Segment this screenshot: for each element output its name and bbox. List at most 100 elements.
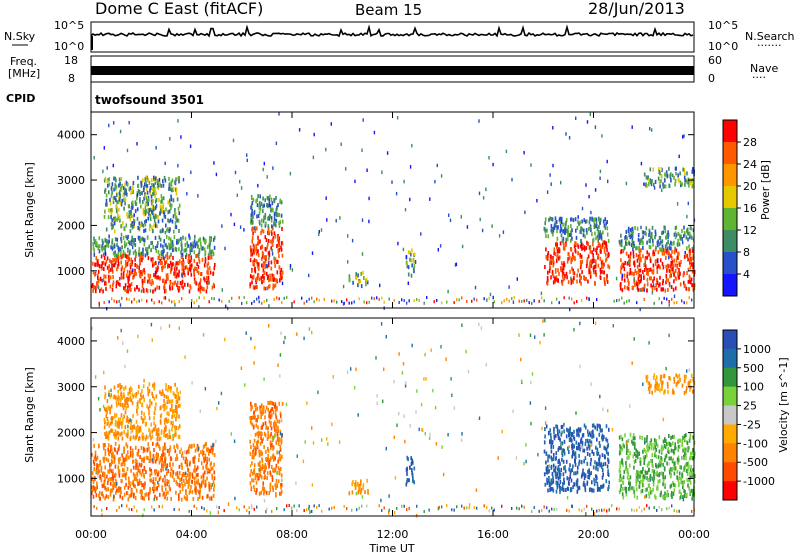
- echo-cell: [629, 270, 632, 275]
- echo-cell: [195, 254, 197, 259]
- echo-cell: [162, 265, 164, 270]
- echo-cell: [196, 269, 199, 274]
- echo-cell: [569, 247, 572, 252]
- echo-cell: [130, 242, 133, 247]
- echo-cell: [211, 466, 214, 471]
- ground-cell: [193, 301, 195, 305]
- echo-cell: [688, 456, 691, 461]
- echo-cell: [130, 398, 132, 403]
- echo-cell: [254, 445, 256, 450]
- echo-cell: [97, 275, 99, 280]
- echo-cell: [106, 410, 108, 415]
- echo-cell: [584, 219, 587, 224]
- echo-cell: [171, 248, 174, 253]
- echo-cell: [102, 260, 105, 265]
- noise-cell: [339, 216, 341, 220]
- echo-cell: [251, 405, 253, 410]
- echo-cell: [689, 433, 692, 438]
- echo-cell: [119, 489, 122, 494]
- echo-cell: [275, 423, 277, 428]
- echo-cell: [105, 414, 108, 418]
- echo-cell: [604, 282, 606, 287]
- echo-cell: [544, 434, 546, 439]
- echo-cell: [578, 459, 581, 464]
- echo-cell: [153, 385, 156, 390]
- echo-cell: [278, 236, 281, 241]
- echo-cell: [545, 255, 548, 260]
- echo-cell: [152, 489, 155, 494]
- noise-cell: [652, 283, 655, 288]
- echo-cell: [182, 265, 185, 270]
- noise-cell: [177, 163, 179, 168]
- echo-cell: [619, 488, 622, 493]
- echo-cell: [669, 269, 672, 274]
- echo-cell: [693, 474, 696, 479]
- echo-cell: [554, 472, 557, 477]
- echo-cell: [133, 224, 135, 229]
- echo-cell: [656, 470, 658, 475]
- echo-cell: [362, 270, 364, 275]
- echo-cell: [546, 467, 548, 472]
- ground-cell: [621, 296, 623, 300]
- echo-cell: [639, 461, 642, 466]
- echo-cell: [194, 280, 196, 284]
- echo-cell: [582, 448, 584, 453]
- echo-cell: [167, 418, 170, 423]
- noise-cell: [594, 188, 597, 192]
- echo-cell: [579, 220, 581, 225]
- echo-cell: [605, 241, 608, 246]
- echo-cell: [258, 453, 261, 458]
- echo-cell: [576, 273, 578, 278]
- echo-cell: [180, 250, 182, 255]
- echo-cell: [686, 227, 689, 232]
- ground-cell: [406, 301, 408, 305]
- echo-cell: [258, 463, 261, 468]
- echo-cell: [140, 237, 142, 242]
- echo-cell: [654, 232, 657, 237]
- ground-cell: [618, 298, 620, 302]
- echo-cell: [256, 488, 258, 493]
- echo-cell: [131, 235, 133, 240]
- echo-cell: [686, 246, 688, 251]
- noise-cell: [429, 197, 431, 201]
- echo-cell: [95, 486, 97, 491]
- echo-cell: [636, 470, 638, 475]
- echo-cell: [178, 179, 180, 184]
- echo-cell: [552, 259, 554, 264]
- echo-cell: [583, 472, 585, 477]
- echo-cell: [122, 275, 125, 280]
- echo-cell: [571, 257, 573, 262]
- echo-cell: [257, 194, 259, 199]
- echo-cell: [151, 278, 153, 283]
- noise-cell: [320, 228, 323, 232]
- echo-cell: [573, 482, 576, 487]
- echo-cell: [203, 239, 206, 244]
- echo-cell: [99, 474, 101, 479]
- echo-cell: [626, 274, 628, 279]
- echo-cell: [126, 269, 129, 274]
- echo-cell: [270, 421, 272, 426]
- echo-cell: [592, 433, 594, 438]
- echo-cell: [666, 246, 669, 251]
- echo-cell: [657, 239, 660, 244]
- echo-cell: [261, 451, 263, 456]
- echo-cell: [144, 437, 147, 442]
- ground-cell: [231, 296, 233, 300]
- echo-cell: [119, 282, 121, 287]
- echo-cell: [263, 286, 265, 291]
- echo-cell: [129, 446, 132, 451]
- echo-cell: [150, 401, 153, 406]
- echo-cell: [99, 288, 101, 293]
- echo-cell: [664, 225, 666, 230]
- echo-cell: [208, 266, 211, 271]
- echo-cell: [642, 466, 644, 471]
- ground-cell: [351, 301, 353, 305]
- echo-cell: [562, 482, 564, 486]
- echo-cell: [164, 178, 167, 183]
- echo-cell: [557, 481, 559, 486]
- echo-cell: [171, 399, 174, 404]
- echo-cell: [683, 447, 686, 452]
- echo-cell: [129, 217, 132, 222]
- echo-cell: [270, 472, 272, 477]
- echo-cell: [621, 447, 623, 452]
